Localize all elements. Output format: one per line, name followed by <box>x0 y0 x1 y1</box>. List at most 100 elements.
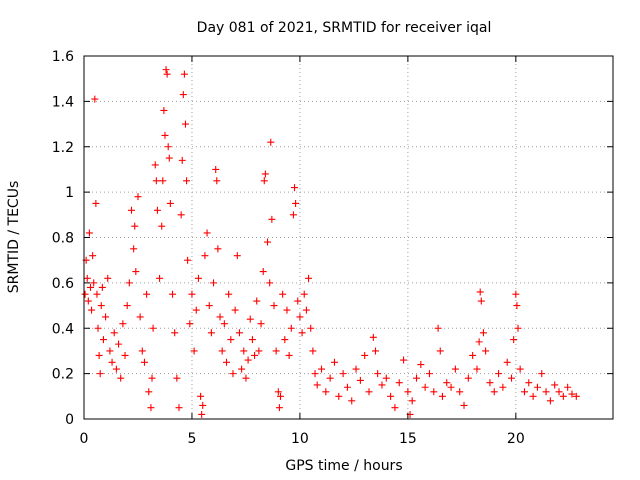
grid-lines <box>84 56 613 419</box>
data-point <box>382 374 390 382</box>
data-point <box>156 274 164 282</box>
data-point <box>335 392 343 400</box>
data-point <box>143 290 151 298</box>
data-point <box>482 347 490 355</box>
data-point <box>164 143 172 151</box>
y-tick-label: 1.4 <box>52 94 74 110</box>
data-point <box>529 392 537 400</box>
data-point <box>330 358 338 366</box>
data-point <box>311 370 319 378</box>
data-point <box>264 238 272 246</box>
y-axis-label: SRMTID / TECUs <box>6 181 22 294</box>
data-point <box>510 336 518 344</box>
data-point <box>572 392 580 400</box>
data-point <box>538 370 546 378</box>
data-point <box>148 374 156 382</box>
data-point <box>255 347 263 355</box>
data-point <box>131 222 139 230</box>
y-tick-label: 0.6 <box>52 276 74 292</box>
data-point <box>369 333 377 341</box>
data-point <box>125 279 133 287</box>
data-point <box>173 374 181 382</box>
data-point <box>235 329 243 337</box>
y-tick-label: 0.8 <box>52 231 74 247</box>
x-tick-label: 5 <box>187 431 196 447</box>
data-point <box>96 370 104 378</box>
data-point <box>473 365 481 373</box>
x-tick-label: 0 <box>80 431 89 447</box>
data-point <box>307 324 315 332</box>
data-point <box>99 336 107 344</box>
data-point <box>121 351 129 359</box>
data-point <box>248 336 256 344</box>
data-point <box>162 66 170 74</box>
data-point <box>158 222 166 230</box>
x-tick-label: 10 <box>291 431 309 447</box>
data-point <box>177 211 185 219</box>
data-point <box>374 370 382 378</box>
data-point <box>267 138 275 146</box>
data-point <box>119 320 127 328</box>
data-point <box>92 199 100 207</box>
data-point <box>198 410 206 418</box>
data-point <box>160 106 168 114</box>
data-point <box>326 374 334 382</box>
data-point <box>268 215 276 223</box>
data-point <box>110 329 118 337</box>
data-point <box>512 290 520 298</box>
data-point <box>438 392 446 400</box>
data-point <box>171 329 179 337</box>
data-point <box>516 365 524 373</box>
data-point <box>216 313 224 321</box>
data-point <box>469 351 477 359</box>
data-point <box>231 306 239 314</box>
y-tick-label: 1.2 <box>52 140 74 156</box>
data-point <box>175 404 183 412</box>
data-point <box>400 356 408 364</box>
data-point <box>352 365 360 373</box>
data-point <box>205 302 213 310</box>
data-point <box>104 274 112 282</box>
data-point <box>387 392 395 400</box>
data-point <box>85 229 93 237</box>
data-point <box>81 290 89 298</box>
data-point <box>259 268 267 276</box>
data-point <box>163 70 171 78</box>
data-point <box>186 320 194 328</box>
data-point <box>194 274 202 282</box>
data-point <box>181 120 189 128</box>
y-tick-label: 1.6 <box>52 49 74 65</box>
data-point <box>138 347 146 355</box>
data-point <box>499 383 507 391</box>
data-point <box>238 365 246 373</box>
data-point <box>495 370 503 378</box>
data-point <box>166 199 174 207</box>
y-tick-label: 0.2 <box>52 367 74 383</box>
data-point <box>251 351 259 359</box>
data-point <box>161 131 169 139</box>
data-point <box>464 374 472 382</box>
data-point <box>520 388 528 396</box>
data-point <box>434 324 442 332</box>
data-point <box>229 370 237 378</box>
data-point <box>130 245 138 253</box>
data-point <box>223 358 231 366</box>
data-point <box>371 347 379 355</box>
data-point <box>305 274 313 282</box>
data-point <box>159 177 167 185</box>
data-point <box>213 177 221 185</box>
data-point <box>199 401 207 409</box>
data-point <box>210 279 218 287</box>
data-point <box>568 390 576 398</box>
x-tick-label: 15 <box>399 431 417 447</box>
data-point <box>559 392 567 400</box>
data-point <box>339 370 347 378</box>
data-point <box>266 279 274 287</box>
data-point <box>408 397 416 405</box>
data-point <box>356 376 364 384</box>
x-axis-label: GPS time / hours <box>285 458 402 474</box>
data-point <box>300 290 308 298</box>
y-tick-label: 1 <box>65 185 74 201</box>
data-point <box>275 404 283 412</box>
data-point <box>476 288 484 296</box>
